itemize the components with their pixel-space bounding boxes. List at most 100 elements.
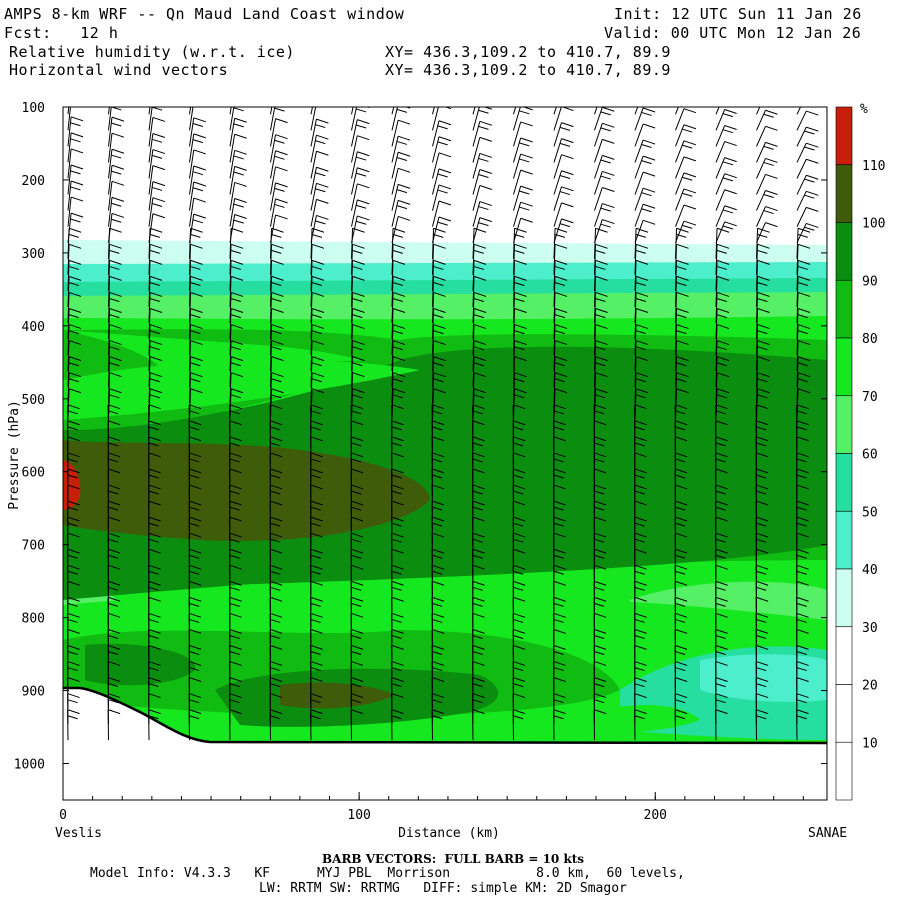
wind-barb [472,152,492,179]
wind-barb [675,227,689,259]
field-name-rh: Relative humidity (w.r.t. ice) [9,43,295,61]
colorbar-label: 50 [862,505,878,520]
wind-barb [594,291,608,323]
wind-barb [594,275,608,307]
xy-range-1: XY= 436.3,109.2 to 410.7, 89.9 [385,43,671,61]
wind-barb [148,149,166,179]
wind-barb [634,308,649,339]
wind-barb [756,291,770,323]
wind-barb [148,356,163,388]
wind-barb [229,149,247,179]
wind-barb [756,190,778,211]
wind-barb [594,187,615,211]
wind-barb [553,138,574,163]
wind-barb [351,183,370,211]
wind-barb [351,324,365,356]
wind-barb [553,709,566,741]
wind-barb [553,291,568,323]
wind-barb [513,308,527,339]
rh-lower-40 [700,654,827,702]
wind-barb [67,308,82,339]
wind-barb [391,340,406,372]
wind-barb [432,291,446,323]
wind-barb [67,709,80,741]
wind-barb [67,356,82,388]
wind-barb [229,356,244,388]
wind-barb [755,709,769,741]
wind-barb [310,709,323,741]
wind-barb [391,119,411,147]
wind-barb [189,165,206,195]
wind-barb [513,324,527,356]
wind-barb [553,186,574,211]
wind-barb [310,107,329,131]
wind-barb [756,157,778,179]
wind-barb [108,372,122,404]
wind-barb [472,340,487,372]
colorbar-unit: % [860,102,868,117]
wind-barb [675,356,689,388]
wind-barb [148,709,161,741]
terrain-outline [63,686,827,745]
wind-barb [796,222,819,243]
wind-barb [796,227,811,259]
wind-barb [634,709,647,741]
wind-barb [756,125,778,147]
wind-barb [391,199,411,227]
wind-barb [148,324,163,356]
wind-barb [310,340,325,372]
y-tick-label: 1000 [14,758,45,773]
wind-barb [715,107,720,115]
wind-barb [594,138,615,163]
x-axis: 0 100 200 [59,792,804,823]
colorbar-label: 100 [862,217,885,232]
wind-barb [310,118,329,147]
wind-barb [675,275,689,307]
wind-barb [432,308,446,339]
init-time: Init: 12 UTC Sun 11 Jan 26 [614,5,862,23]
wind-barb [432,259,446,291]
wind-barb [715,372,730,404]
wind-barb [310,308,325,339]
wind-barb [391,356,406,388]
wind-barb [553,243,568,275]
wind-barb [107,709,121,741]
colorbar-swatch [835,164,853,223]
wind-barb [351,135,370,163]
wind-barb [756,308,770,339]
wind-barb [391,259,406,291]
wind-barb [675,243,689,275]
wind-barb [67,275,82,307]
wind-barb [270,134,288,163]
wind-barb [513,121,533,147]
wind-barb [796,275,811,307]
wind-barb [189,356,203,388]
wind-barb [513,169,533,195]
y-tick-label: 100 [22,101,45,116]
wind-barb [796,356,811,388]
wind-barb [189,181,206,211]
wind-barb [108,148,125,179]
wind-barb [189,117,206,147]
wind-barb [432,324,446,356]
wind-barb [270,259,284,291]
wind-barb [634,155,656,179]
colorbar-label: 30 [862,621,878,636]
wind-barb [229,308,244,339]
wind-barb [310,372,325,404]
wind-barb [634,139,656,163]
wind-barb [432,200,452,227]
wind-barb [108,107,110,115]
wind-barb [310,227,325,259]
colorbar-swatch [835,626,853,685]
wind-barb [675,108,697,131]
rh-band-100 [63,440,430,541]
wind-barb [715,275,730,307]
wind-barb [67,324,82,356]
rh-lower-100 [280,682,395,709]
colorbar-swatch [835,395,853,454]
wind-barb [391,227,406,259]
wind-barb [351,107,370,131]
wind-barb [67,148,84,179]
wind-barb [513,227,527,259]
